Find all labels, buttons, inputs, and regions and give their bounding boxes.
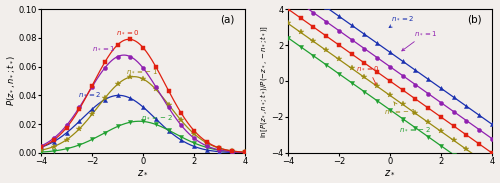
Text: $n_*=-1$: $n_*=-1$ <box>384 102 416 115</box>
Text: $n_*=1$: $n_*=1$ <box>92 44 115 52</box>
Text: (b): (b) <box>468 15 482 25</box>
Y-axis label: $\ln[P(z_*,n_*;t_*)/P(-z_*,-n_*;t_*)]$: $\ln[P(z_*,n_*;t_*)/P(-z_*,-n_*;t_*)]$ <box>258 24 270 138</box>
Text: (a): (a) <box>220 15 235 25</box>
Text: $n_*=1$: $n_*=1$ <box>402 29 438 51</box>
Text: $n_*=2$: $n_*=2$ <box>389 14 414 28</box>
X-axis label: $z_*$: $z_*$ <box>137 167 149 178</box>
Text: $n_*=0$: $n_*=0$ <box>356 64 380 86</box>
Text: $n_*=-2$: $n_*=-2$ <box>400 120 432 133</box>
X-axis label: $z_*$: $z_*$ <box>384 167 396 178</box>
Y-axis label: $P(z_*,n_*;t_*)$: $P(z_*,n_*;t_*)$ <box>6 55 17 107</box>
Text: $n_*=-1$: $n_*=-1$ <box>126 67 158 75</box>
Text: $n_*=2$: $n_*=2$ <box>78 90 101 98</box>
Text: $n_*=0$: $n_*=0$ <box>116 29 140 36</box>
Text: $n_*=-2$: $n_*=-2$ <box>141 113 173 121</box>
